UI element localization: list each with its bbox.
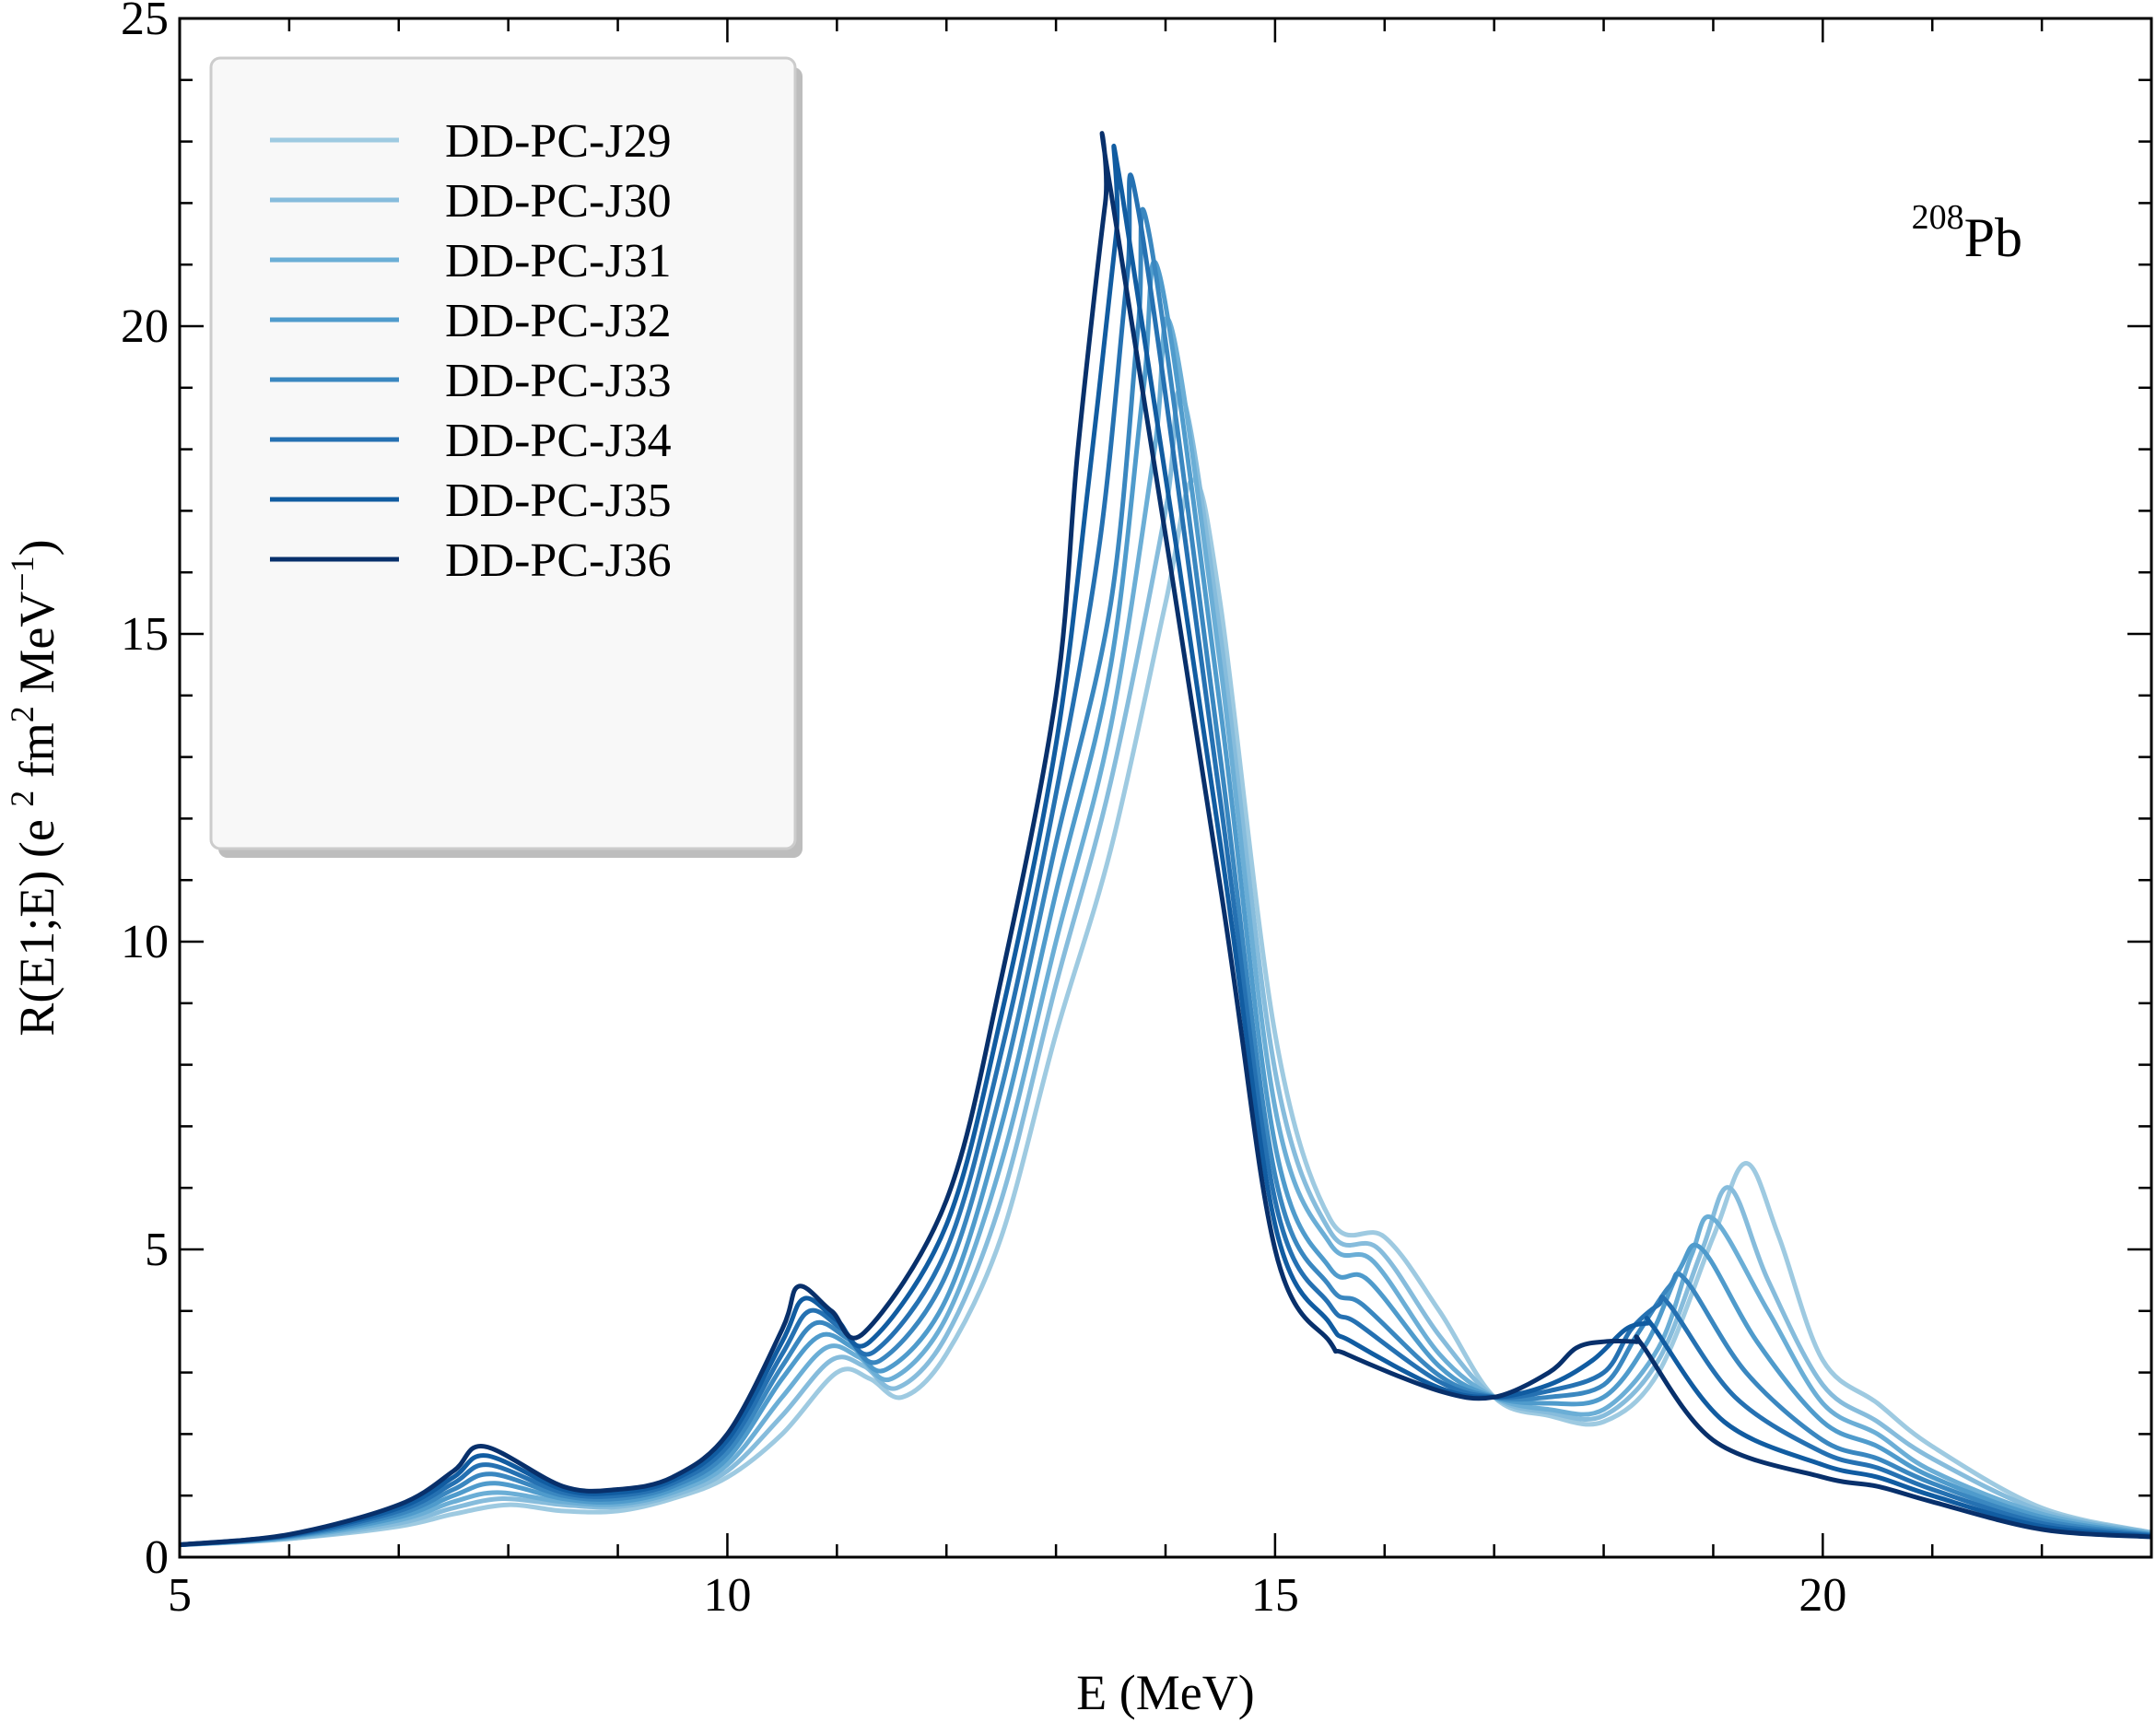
x-axis-title: E (MeV) <box>1076 1665 1254 1720</box>
y-axis-title-sup-2: 2 <box>4 706 41 722</box>
legend-label: DD-PC-J33 <box>445 355 672 407</box>
x-tick-label: 20 <box>1799 1569 1846 1622</box>
x-tick-label: 10 <box>703 1569 751 1622</box>
legend-items: DD-PC-J29 DD-PC-J30 DD-PC-J31 DD-PC-J32 DD-P… <box>270 115 672 587</box>
x-tick-label: 5 <box>168 1569 192 1622</box>
legend-box <box>209 56 797 850</box>
series-layer <box>180 131 2151 1548</box>
y-tick-label: 10 <box>121 916 169 968</box>
y-axis-title: R(E1;E) (e 2 fm2 MeV−1) <box>4 539 64 1036</box>
y-tick-label: 5 <box>145 1224 169 1276</box>
y-axis-title-part-b: fm <box>9 722 64 791</box>
y-tick-label: 0 <box>145 1531 169 1584</box>
y-axis-title-sup-1: 2 <box>4 791 41 807</box>
y-tick-label: 25 <box>121 0 169 45</box>
legend-label: DD-PC-J35 <box>445 475 672 527</box>
legend-label: DD-PC-J29 <box>445 115 672 168</box>
y-axis-title-sup-3: −1 <box>4 556 41 591</box>
isotope-element: Pb <box>1964 207 2022 268</box>
legend-label: DD-PC-J32 <box>445 295 672 347</box>
series-line-dd-pc-j34 <box>180 172 2151 1548</box>
series-line-dd-pc-j36 <box>180 131 2151 1548</box>
y-tick-label: 20 <box>121 300 169 353</box>
y-axis-title-part-d: ) <box>9 539 64 556</box>
x-tick-label: 15 <box>1251 1569 1299 1622</box>
series-line-dd-pc-j33 <box>180 206 2151 1548</box>
legend: DD-PC-J29 DD-PC-J30 DD-PC-J31 DD-PC-J32 DD-P… <box>209 56 803 858</box>
legend-label: DD-PC-J34 <box>445 415 672 467</box>
y-axis-title-part-a: R(E1;E) (e <box>9 807 64 1037</box>
y-tick-label: 15 <box>121 608 169 661</box>
isotope-annotation: 208Pb <box>1912 198 2022 268</box>
series-line-dd-pc-j35 <box>180 144 2151 1548</box>
legend-label: DD-PC-J36 <box>445 534 672 587</box>
y-axis-title-part-c: MeV <box>9 592 64 706</box>
legend-label: DD-PC-J31 <box>445 235 672 287</box>
legend-label: DD-PC-J30 <box>445 175 672 228</box>
isotope-mass-number: 208 <box>1912 198 1964 237</box>
